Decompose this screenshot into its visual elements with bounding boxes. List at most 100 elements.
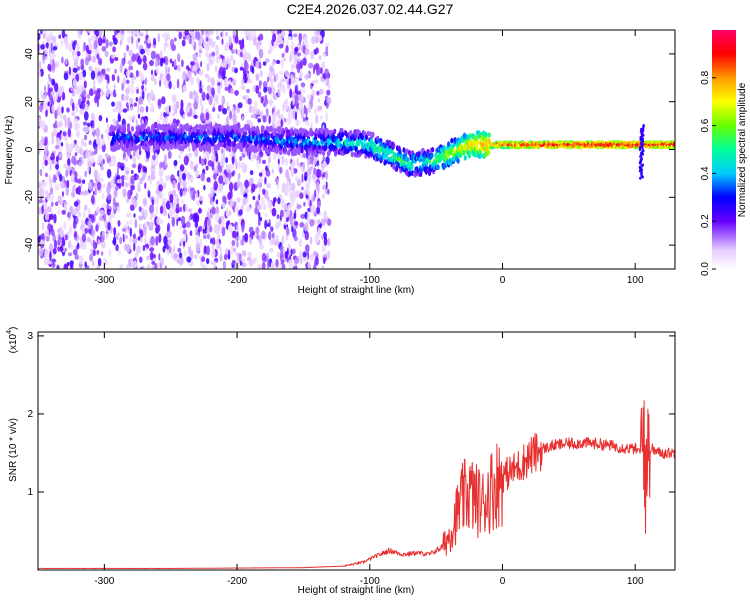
heatmap-noise-cell (108, 41, 113, 47)
heatmap-noise-cell (130, 105, 133, 112)
heatmap-spike-cell (641, 146, 644, 150)
heatmap-noise-cell (276, 221, 280, 229)
heatmap-noise-cell (70, 87, 75, 92)
heatmap-ridge-cell (319, 127, 323, 134)
heatmap-noise-cell (180, 215, 186, 226)
heatmap-noise-cell (159, 161, 164, 168)
heatmap-noise-cell (281, 235, 285, 245)
heatmap-noise-cell (273, 40, 277, 49)
heatmap-noise-cell (64, 118, 67, 128)
heatmap-ridge-cell (463, 155, 467, 161)
heatmap-noise-cell (63, 163, 68, 169)
heatmap-noise-cell (302, 57, 307, 66)
heatmap-noise-cell (182, 203, 186, 212)
heatmap-noise-cell (45, 228, 50, 237)
heatmap-noise-cell (272, 199, 276, 207)
heatmap-noise-cell (40, 180, 44, 190)
heatmap-noise-cell (262, 159, 266, 164)
heatmap-noise-cell (129, 236, 132, 244)
heatmap-spike-cell (639, 154, 642, 157)
heatmap-noise-cell (50, 42, 53, 52)
heatmap-noise-cell (129, 49, 133, 57)
heatmap-noise-cell (217, 113, 220, 120)
heatmap-noise-cell (112, 46, 116, 53)
heatmap-noise-cell (302, 117, 306, 123)
heatmap-noise-cell (258, 48, 264, 59)
heatmap-noise-cell (102, 68, 106, 77)
heatmap-noise-cell (280, 30, 286, 38)
heatmap-noise-cell (185, 35, 189, 40)
heatmap-noise-cell (205, 112, 210, 121)
heatmap-ridge-cell (456, 158, 460, 164)
heatmap-noise-cell (78, 211, 82, 217)
snr-x-ticks: -300 -200 -100 0 100 (94, 332, 644, 587)
heatmap-noise-cell (187, 208, 193, 213)
heatmap-noise-cell (138, 32, 144, 37)
heatmap-noise-cell (68, 66, 72, 76)
heatmap-noise-cell (181, 173, 187, 181)
heatmap-noise-cell (97, 257, 102, 267)
heatmap-noise-cell (322, 155, 326, 163)
heatmap-noise-cell (233, 247, 236, 252)
heatmap-noise-cell (204, 219, 208, 228)
heatmap-noise-cell (262, 115, 267, 123)
heatmap-noise-cell (62, 131, 67, 137)
heatmap-noise-cell (107, 221, 111, 231)
heatmap-noise-cell (87, 165, 90, 174)
heatmap-noise-cell (302, 152, 307, 159)
heatmap-noise-cell (172, 104, 176, 112)
heatmap-noise-cell (193, 114, 198, 120)
heatmap-noise-cell (288, 243, 291, 251)
heatmap-noise-cell (286, 247, 289, 256)
heatmap-noise-cell (150, 89, 154, 99)
heatmap-noise-cell (125, 88, 130, 95)
heatmap-noise-cell (142, 62, 148, 71)
heatmap-ridge-cell (179, 123, 183, 130)
heatmap-noise-cell (231, 156, 235, 165)
heatmap-noise-cell (138, 206, 142, 212)
heatmap-ridge-cell (200, 133, 204, 139)
heatmap-noise-cell (241, 250, 247, 257)
heatmap-noise-cell (83, 80, 87, 89)
heatmap-noise-cell (315, 79, 319, 84)
heatmap-noise-cell (122, 233, 125, 243)
heatmap-noise-cell (211, 243, 215, 250)
heatmap-noise-cell (207, 76, 212, 83)
heatmap-noise-cell (98, 142, 102, 150)
heatmap-noise-cell (139, 229, 144, 238)
heatmap-noise-cell (275, 258, 279, 268)
heatmap-ridge-cell (177, 133, 182, 140)
heatmap-noise-cell (94, 95, 98, 104)
heatmap-noise-cell (144, 236, 147, 245)
heatmap-noise-cell (305, 40, 309, 49)
heatmap-noise-cell (179, 224, 183, 230)
heatmap-noise-cell (38, 33, 41, 40)
heatmap-noise-cell (87, 30, 93, 34)
heatmap-noise-cell (206, 233, 211, 240)
heatmap-noise-cell (139, 106, 145, 113)
heatmap-noise-cell (314, 189, 317, 199)
heatmap-noise-cell (127, 225, 130, 231)
heatmap-noise-cell (219, 253, 223, 262)
heatmap-noise-cell (230, 245, 234, 255)
heatmap-ridge-cell (282, 129, 286, 135)
heatmap-noise-cell (302, 162, 306, 172)
heatmap-ridge-cell (392, 142, 396, 149)
heatmap-noise-cell (183, 234, 187, 240)
heatmap-noise-cell (144, 182, 147, 189)
heatmap-noise-cell (267, 259, 270, 269)
heatmap-noise-cell (72, 67, 78, 73)
heatmap-noise-cell (61, 209, 66, 215)
heatmap-noise-cell (215, 55, 220, 64)
heatmap-noise-cell (150, 50, 156, 60)
heatmap-noise-cell (236, 197, 241, 203)
heatmap-noise-cell (182, 179, 187, 189)
heatmap-noise-cell (215, 199, 219, 205)
heatmap-noise-cell (88, 54, 92, 62)
heatmap-noise-cell (326, 89, 331, 96)
heatmap-noise-cell (83, 210, 86, 219)
heatmap-noise-cell (112, 34, 116, 41)
heatmap-noise-cell (193, 254, 198, 259)
heatmap-ridge-cell (232, 141, 236, 148)
heatmap-spike-cell (642, 124, 645, 128)
